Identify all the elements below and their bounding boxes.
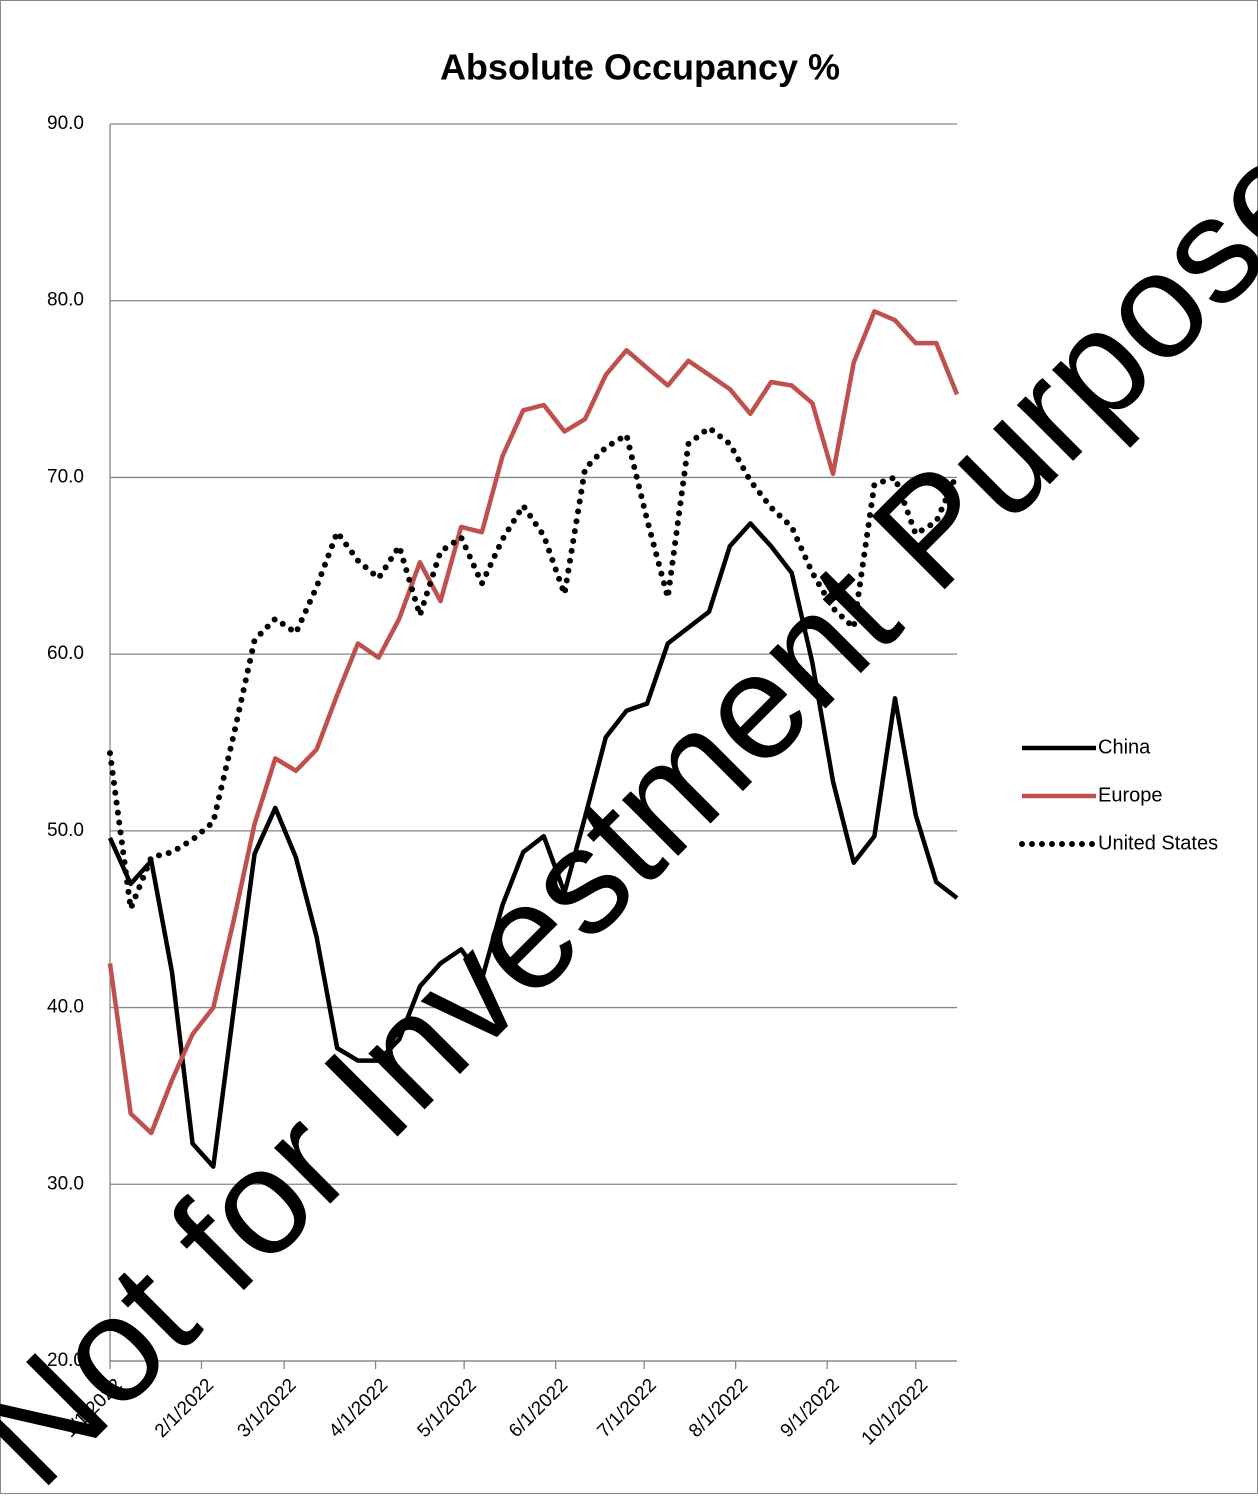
y-tick-label: 40.0 [47, 997, 84, 1018]
y-tick-label: 90.0 [47, 113, 84, 134]
y-tick-label: 60.0 [47, 643, 84, 664]
y-tick-label: 70.0 [47, 466, 84, 487]
legend-label: United States [1098, 832, 1218, 854]
chart-title: Absolute Occupancy % [440, 47, 840, 88]
y-tick-label: 50.0 [47, 820, 84, 841]
series-line [107, 521, 959, 1169]
legend-label: Europe [1098, 784, 1163, 806]
y-tick-label: 30.0 [47, 1173, 84, 1194]
y-tick-label: 20.0 [47, 1350, 84, 1371]
series-line [107, 309, 960, 1136]
legend-label: China [1098, 736, 1151, 758]
y-tick-label: 80.0 [47, 290, 84, 311]
